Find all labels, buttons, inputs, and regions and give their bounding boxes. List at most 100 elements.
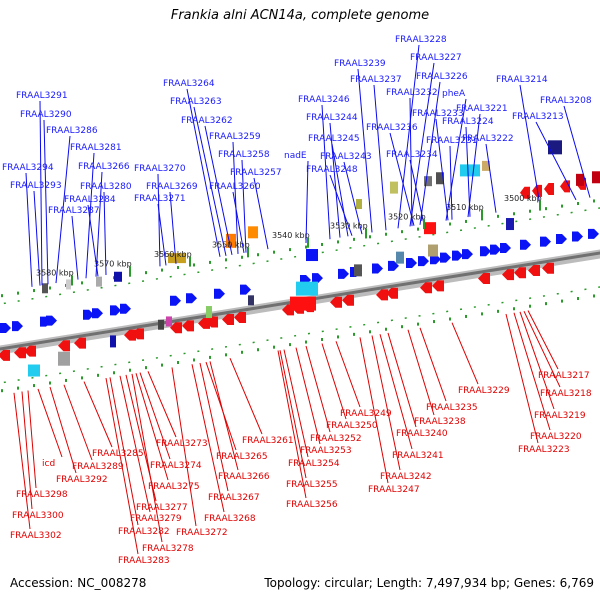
callout-line-forward bbox=[39, 100, 43, 286]
reverse-gene-arrow bbox=[376, 289, 388, 301]
callout-line-reverse bbox=[379, 334, 413, 450]
forward-gene-arrow bbox=[440, 252, 451, 263]
forward-gene-arrow bbox=[170, 295, 181, 306]
gene-label-reverse: FRAAL3218 bbox=[540, 389, 592, 399]
callout-line-reverse bbox=[283, 349, 309, 458]
callout-line-reverse bbox=[27, 390, 37, 489]
gene-feature-box bbox=[396, 251, 404, 264]
gene-label-forward: FRAAL3227 bbox=[410, 53, 462, 63]
forward-gene-arrow bbox=[186, 293, 197, 304]
gene-label-reverse: FRAAL3266 bbox=[218, 472, 270, 482]
callout-line-forward bbox=[465, 126, 471, 217]
feature-box bbox=[576, 173, 584, 186]
gene-label-reverse: FRAAL3223 bbox=[518, 445, 570, 455]
reverse-gene-arrow bbox=[198, 317, 210, 329]
reverse-gene-arrow bbox=[182, 320, 194, 332]
callout-line-reverse bbox=[21, 391, 33, 510]
gene-label-reverse: FRAAL3253 bbox=[300, 446, 352, 456]
callout-line-forward bbox=[467, 113, 481, 218]
callout-line-forward bbox=[535, 121, 577, 201]
scale-tick-label: 3520 kbp bbox=[388, 212, 426, 221]
callout-line-reverse bbox=[387, 332, 417, 428]
gene-label-forward: FRAAL3231 bbox=[426, 136, 478, 146]
callout-line-reverse bbox=[109, 377, 139, 526]
gene-feature-box bbox=[356, 199, 362, 210]
gene-label-reverse: FRAAL3267 bbox=[208, 493, 260, 503]
gene-label-forward: FRAAL3266 bbox=[78, 162, 130, 172]
reverse-gene-arrow bbox=[330, 296, 342, 308]
forward-gene-arrow bbox=[452, 250, 463, 261]
gene-feature-box bbox=[460, 164, 480, 177]
feature-box bbox=[290, 296, 316, 311]
gene-label-forward: FRAAL3259 bbox=[209, 132, 261, 142]
reverse-gene-arrow bbox=[386, 287, 398, 299]
gene-label-forward: FRAAL3214 bbox=[496, 75, 548, 85]
inner-tick-ring bbox=[1, 294, 595, 393]
callout-line-forward bbox=[25, 172, 33, 287]
forward-gene-arrow bbox=[120, 303, 131, 314]
callout-line-reverse bbox=[13, 392, 31, 530]
callout-line-forward bbox=[435, 118, 449, 221]
gene-label-forward: FRAAL3236 bbox=[366, 123, 418, 133]
callout-line-forward bbox=[241, 159, 247, 253]
reverse-gene-arrow bbox=[132, 328, 144, 340]
gene-label-reverse: FRAAL3238 bbox=[414, 417, 466, 427]
callout-line-reverse bbox=[63, 384, 93, 461]
gene-feature-box bbox=[58, 351, 70, 366]
forward-gene-arrow bbox=[406, 258, 417, 269]
gene-label-forward: FRAAL3224 bbox=[442, 117, 494, 127]
gene-label-forward: FRAAL3244 bbox=[306, 113, 358, 123]
reverse-gene-arrow bbox=[478, 273, 490, 285]
topology-text: Topology: circular; Length: 7,497,934 bp… bbox=[264, 576, 594, 590]
gene-label-reverse: FRAAL3252 bbox=[310, 434, 362, 444]
callout-line-reverse bbox=[131, 373, 163, 543]
accession-text: Accession: NC_008278 bbox=[10, 576, 147, 590]
gene-label-forward: FRAAL3248 bbox=[306, 165, 358, 175]
gene-feature-box bbox=[166, 316, 172, 327]
gene-label-reverse: FRAAL3278 bbox=[142, 544, 194, 554]
forward-gene-arrow bbox=[540, 236, 551, 247]
gene-feature-box bbox=[66, 279, 71, 290]
scale-tick-label: 3580 kbp bbox=[36, 269, 74, 278]
gene-labels: FRAAL3228 FRAAL3227 FRAAL3239 FRAAL3226 FRAA… bbox=[2, 35, 592, 566]
forward-gene-arrow bbox=[480, 246, 491, 257]
gene-label-forward: FRAAL3260 bbox=[209, 182, 261, 192]
callout-line-reverse bbox=[371, 335, 401, 471]
gene-label-forward: FRAAL3262 bbox=[181, 116, 233, 126]
callout-line-forward bbox=[563, 105, 591, 198]
gene-label-forward: FRAAL3233 bbox=[412, 109, 464, 119]
callout-line-reverse bbox=[305, 345, 331, 433]
gene-label-reverse: FRAAL3217 bbox=[538, 371, 590, 381]
callout-line-forward bbox=[397, 44, 420, 229]
reverse-gene-arrow bbox=[58, 340, 70, 352]
gene-feature-box bbox=[114, 271, 122, 282]
gene-label-forward: FRAAL3246 bbox=[298, 95, 350, 105]
callout-line-forward bbox=[43, 119, 49, 285]
callout-line-reverse bbox=[359, 337, 389, 484]
gene-label-reverse: FRAAL3219 bbox=[534, 411, 586, 421]
callout-line-reverse bbox=[135, 373, 169, 481]
forward-gene-arrow bbox=[46, 315, 57, 326]
gene-label-reverse: FRAAL3220 bbox=[530, 432, 582, 442]
gene-feature-box bbox=[110, 335, 116, 348]
callout-line-forward bbox=[409, 97, 413, 227]
gene-label-forward: FRAAL3234 bbox=[386, 150, 438, 160]
callout-line-reverse bbox=[49, 386, 77, 474]
gene-label-reverse: FRAAL3242 bbox=[380, 472, 432, 482]
forward-gene-arrow bbox=[312, 273, 323, 284]
reverse-gene-arrow bbox=[234, 312, 246, 324]
feature-box bbox=[306, 249, 318, 262]
callout-line-forward bbox=[445, 98, 467, 221]
callout-line-forward bbox=[71, 215, 79, 280]
gene-label-reverse: FRAAL3240 bbox=[396, 429, 448, 439]
callout-line-forward bbox=[169, 191, 177, 264]
gene-label-reverse: FRAAL3298 bbox=[16, 490, 68, 500]
callout-line-reverse bbox=[171, 367, 197, 527]
callout-line-forward bbox=[157, 173, 161, 267]
gene-feature-box bbox=[436, 172, 444, 185]
forward-gene-arrow bbox=[372, 263, 383, 274]
scale-tick-label: 3570 kbp bbox=[94, 259, 132, 268]
callout-line-forward bbox=[409, 159, 425, 225]
gene-label-forward: FRAAL3264 bbox=[163, 79, 215, 89]
